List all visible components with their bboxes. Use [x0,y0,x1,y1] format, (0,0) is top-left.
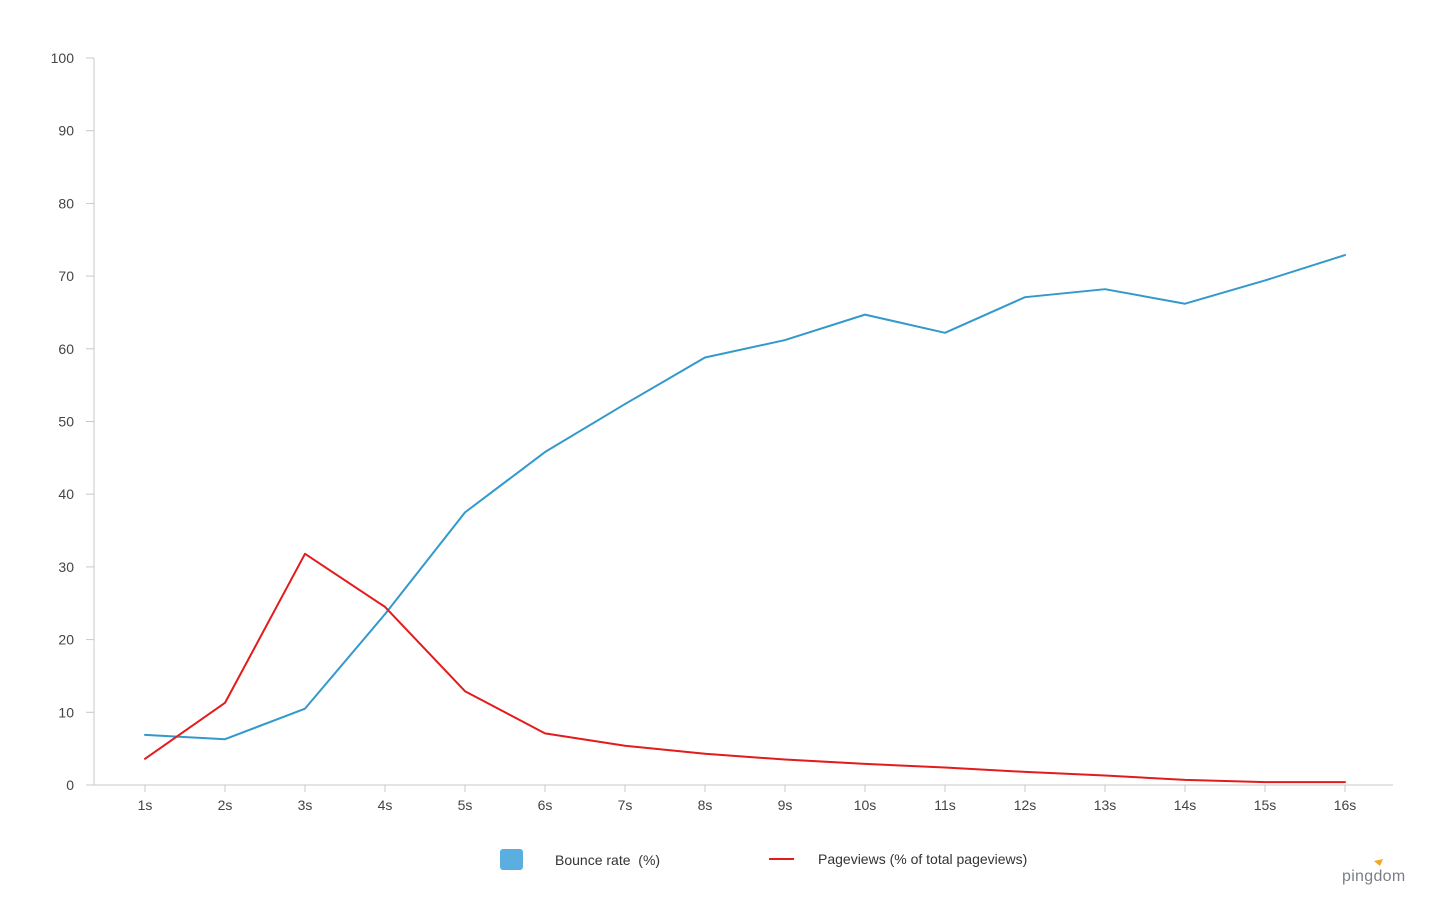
x-tick-label: 5s [458,797,473,813]
legend-label-bounce-rate: Bounce rate (%) [555,852,660,868]
series-lines [144,254,1346,784]
x-tick-label: 3s [298,797,313,813]
y-tick-label: 90 [58,123,74,139]
x-tick-label: 2s [218,797,233,813]
x-tick-label: 9s [778,797,793,813]
x-tick-label: 16s [1334,797,1357,813]
y-tick-label: 60 [58,341,74,357]
y-tick-label: 40 [58,486,74,502]
y-axis-ticks: 0 10 20 30 40 50 60 70 80 90 100 [51,50,94,793]
y-tick-label: 100 [51,50,75,66]
legend-swatch-bounce-rate [500,849,523,870]
series-line-bounce-rate [144,254,1346,741]
pingdom-bird-icon [1374,859,1383,866]
legend-label-pageviews: Pageviews (% of total pageviews) [818,851,1027,867]
y-tick-label: 30 [58,559,74,575]
y-tick-label: 80 [58,195,74,211]
x-tick-label: 10s [854,797,877,813]
y-tick-label: 10 [58,704,74,720]
x-tick-label: 12s [1014,797,1037,813]
x-tick-label: 8s [698,797,713,813]
x-tick-label: 14s [1174,797,1197,813]
y-tick-label: 70 [58,268,74,284]
x-tick-label: 13s [1094,797,1117,813]
x-tick-label: 6s [538,797,553,813]
logo-text: pingdom [1342,868,1405,885]
y-tick-label: 50 [58,414,74,430]
x-axis-ticks: 1s 2s 3s 4s 5s 6s 7s 8s 9s 10s 11s 12s 13s 14s 15s 16s [138,785,1357,813]
x-tick-label: 15s [1254,797,1277,813]
x-tick-label: 11s [934,797,956,813]
y-tick-label: 0 [66,777,74,793]
y-tick-label: 20 [58,632,74,648]
x-tick-label: 7s [618,797,633,813]
chart-axes [93,58,1393,786]
legend: Bounce rate (%) Pageviews (% of total pa… [500,849,1027,870]
x-tick-label: 1s [138,797,153,813]
x-tick-label: 4s [378,797,393,813]
series-line-pageviews [144,552,1346,784]
pingdom-logo: pingdom [1342,859,1405,885]
